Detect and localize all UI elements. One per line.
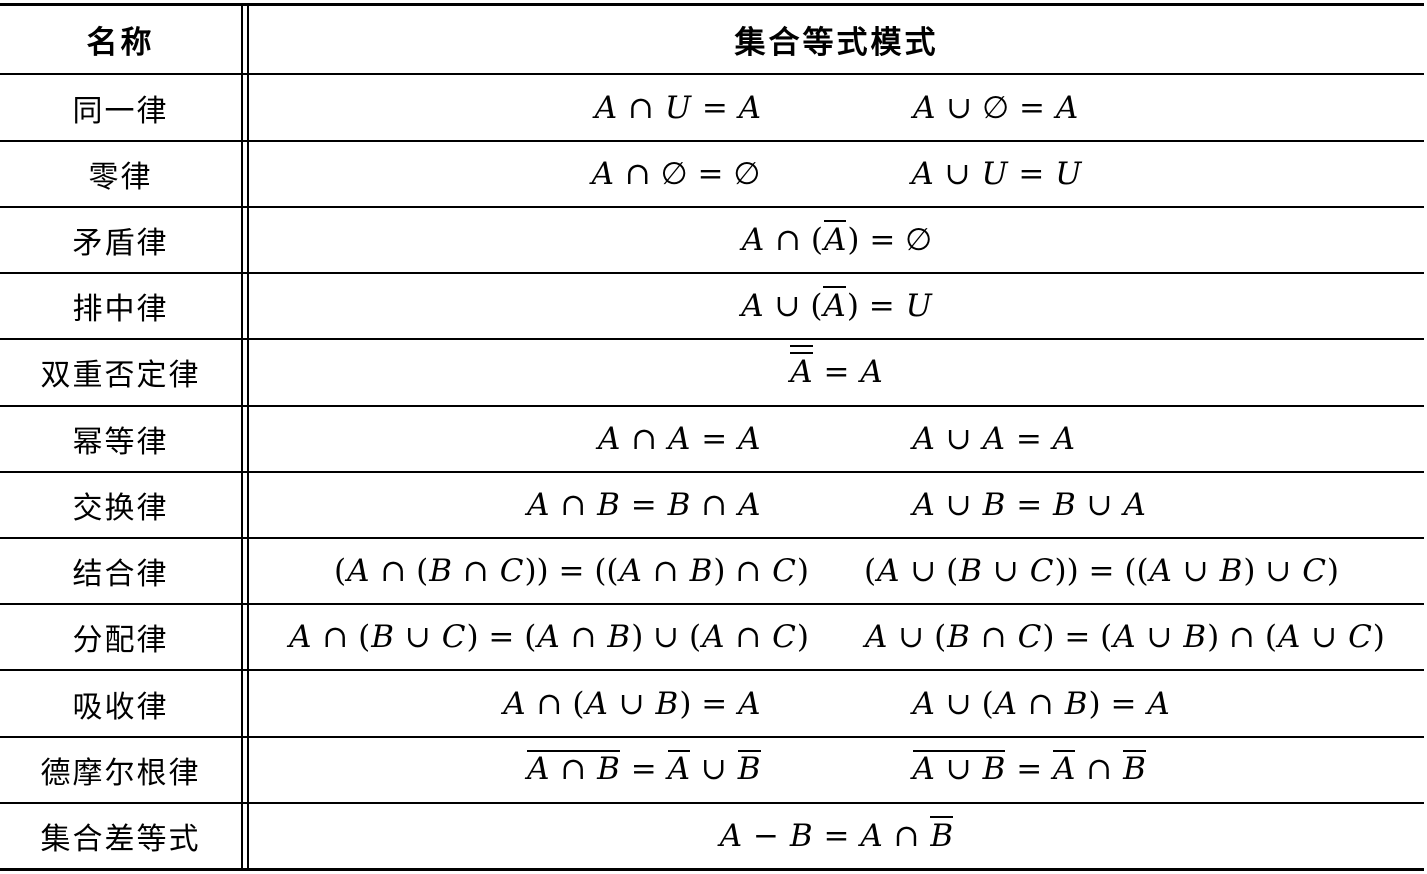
law-name: 矛盾律: [0, 207, 243, 273]
double-rule-separator: [243, 472, 249, 537]
double-rule-separator: [243, 274, 249, 339]
double-rule-separator: [243, 737, 249, 802]
law-name: 幂等律: [0, 406, 243, 471]
formula: A ∩ (B ∪ C) = (A ∩ B) ∪ (A ∩ C): [289, 619, 809, 656]
formula-cell: A ∩ B = A ∪ B A ∪ B = A ∩ B: [249, 738, 1424, 802]
formula: A ∩ (A) = ∅: [741, 219, 933, 258]
table-row: 集合差等式 A − B = A ∩ B: [0, 803, 1424, 869]
formula-cell: A ∩ ∅ = ∅ A ∪ U = U: [249, 142, 1424, 206]
header-name-label: 名称: [0, 6, 243, 74]
table-row: 吸收律 A ∩ (A ∪ B) = A A ∪ (A ∩ B) = A: [0, 671, 1424, 738]
double-rule-separator: [243, 340, 249, 405]
law-name: 吸收律: [0, 671, 243, 736]
formula-cell: A − B = A ∩ B: [249, 804, 1424, 868]
formula: A ∩ ∅ = ∅: [591, 155, 761, 192]
formula: A ∩ U = A: [594, 89, 762, 126]
law-name: 双重否定律: [0, 340, 243, 405]
header-pattern-label: 集合等式模式: [734, 25, 939, 62]
table-row: 矛盾律 A ∩ (A) = ∅: [0, 207, 1424, 275]
law-name: 结合律: [0, 538, 243, 604]
formula-cell: A ∩ (B ∪ C) = (A ∩ B) ∪ (A ∩ C) A ∪ (B ∩ …: [249, 605, 1424, 669]
law-name: 零律: [0, 141, 243, 206]
table-row: 零律 A ∩ ∅ = ∅ A ∪ U = U: [0, 141, 1424, 208]
double-rule-separator: [243, 6, 249, 74]
formula-cell: A ∩ A = A A ∪ A = A: [249, 407, 1424, 471]
formula: (A ∩ (B ∩ C)) = ((A ∩ B) ∩ C): [333, 553, 809, 590]
formula: A ∩ (A ∪ B) = A: [503, 685, 761, 722]
formula: A ∪ ∅ = A: [913, 89, 1079, 126]
formula: A ∩ A = A: [597, 420, 761, 457]
formula: A ∩ B = B ∩ A: [527, 486, 761, 523]
table-row: 德摩尔根律 A ∩ B = A ∪ B A ∪ B = A ∩ B: [0, 737, 1424, 804]
law-name: 德摩尔根律: [0, 737, 243, 802]
formula: A ∪ U = U: [911, 155, 1082, 192]
double-rule-separator: [243, 141, 249, 206]
table-header-row: 名称 集合等式模式: [0, 6, 1424, 76]
double-rule-separator: [243, 75, 249, 140]
formula: A ∪ (A) = U: [741, 286, 932, 324]
table-row: 结合律 (A ∩ (B ∩ C)) = ((A ∩ B) ∩ C) (A ∪ (B …: [0, 538, 1424, 606]
table-row: 排中律 A ∪ (A) = U: [0, 274, 1424, 341]
formula: A ∪ B = A ∩ B: [912, 749, 1146, 788]
formula-cell: A ∩ (A ∪ B) = A A ∪ (A ∩ B) = A: [249, 671, 1424, 735]
formula: A − B = A ∩ B: [719, 815, 954, 854]
formula-cell: A = A: [249, 340, 1424, 404]
double-rule-separator: [243, 538, 249, 604]
formula-cell: A ∩ U = A A ∪ ∅ = A: [249, 75, 1424, 139]
double-rule-separator: [243, 207, 249, 273]
formula-cell: A ∪ (A) = U: [249, 274, 1424, 338]
formula: A ∪ (A ∩ B) = A: [912, 685, 1170, 722]
table-row: 同一律 A ∩ U = A A ∪ ∅ = A: [0, 75, 1424, 142]
table-row: 双重否定律 A = A: [0, 340, 1424, 407]
law-name: 分配律: [0, 605, 243, 670]
table-row: 交换律 A ∩ B = B ∩ A A ∪ B = B ∪ A: [0, 472, 1424, 539]
double-rule-separator: [243, 406, 249, 471]
formula-cell: (A ∩ (B ∩ C)) = ((A ∩ B) ∩ C) (A ∪ (B ∪ C…: [249, 539, 1424, 603]
law-name: 同一律: [0, 75, 243, 140]
double-rule-separator: [243, 605, 249, 670]
formula: (A ∪ (B ∪ C)) = ((A ∪ B) ∪ C): [864, 553, 1340, 590]
formula: A = A: [790, 345, 883, 391]
law-name: 集合差等式: [0, 803, 243, 869]
double-rule-separator: [243, 803, 249, 869]
table-row: 幂等律 A ∩ A = A A ∪ A = A: [0, 406, 1424, 473]
law-name: 交换律: [0, 472, 243, 537]
formula: A ∪ (B ∩ C) = (A ∪ B) ∩ (A ∪ C): [865, 619, 1385, 656]
formula: A ∩ B = A ∪ B: [527, 749, 761, 788]
formula-cell: A ∩ (A) = ∅: [249, 208, 1424, 272]
double-rule-separator: [243, 671, 249, 736]
table-row: 分配律 A ∩ (B ∪ C) = (A ∩ B) ∪ (A ∩ C) A ∪ (B…: [0, 605, 1424, 672]
formula-cell: A ∩ B = B ∩ A A ∪ B = B ∪ A: [249, 473, 1424, 537]
formula: A ∪ B = B ∪ A: [912, 486, 1146, 523]
law-name: 排中律: [0, 274, 243, 339]
formula: A ∪ A = A: [912, 420, 1076, 457]
